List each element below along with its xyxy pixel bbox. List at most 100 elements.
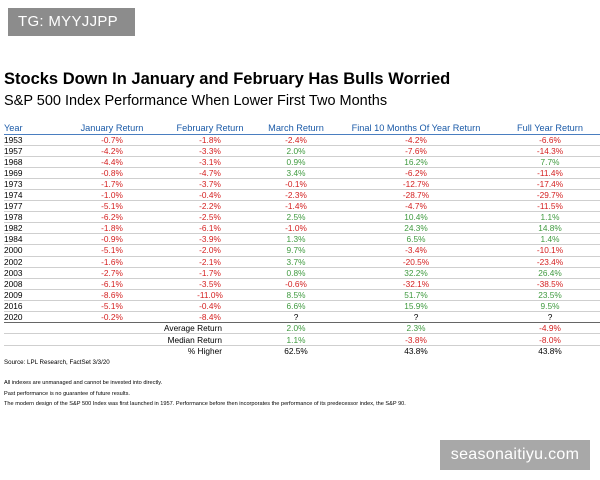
january-cell: -5.1% [101,245,123,256]
year-cell: 2008 [4,278,23,289]
final-10-months-cell: -6.2% [405,168,427,179]
full-year-cell: -14.3% [536,146,564,157]
summary-final-10-months-cell: 2.3% [406,323,426,334]
january-cell: -1.8% [101,223,123,234]
january-cell: -1.6% [101,256,123,267]
march-cell: 3.7% [286,256,306,267]
summary-full-year-cell: -4.9% [539,323,561,334]
table-row: 1974 -1.0% -0.4% -2.3% -28.7% -29.7% [4,190,600,201]
march-cell: 0.9% [286,157,306,168]
year-cell: 1984 [4,234,23,245]
year-cell: 2003 [4,267,23,278]
table-row: 1984 -0.9% -3.9% 1.3% 6.5% 1.4% [4,234,600,245]
table-row: 1978 -6.2% -2.5% 2.5% 10.4% 1.1% [4,212,600,223]
table-row: 1969 -0.8% -4.7% 3.4% -6.2% -11.4% [4,168,600,179]
february-cell: -3.3% [199,146,221,157]
final-10-months-cell: -20.5% [402,256,430,267]
full-year-cell: 14.8% [538,223,562,234]
february-cell: -0.4% [199,300,221,311]
full-year-cell: 26.4% [538,267,562,278]
march-cell: -1.4% [285,201,307,212]
full-year-cell: -17.4% [536,179,564,190]
march-cell: ? [293,311,299,322]
year-cell: 1973 [4,179,23,190]
january-cell: -1.0% [101,190,123,201]
february-cell: -3.5% [199,278,221,289]
march-cell: -1.0% [285,223,307,234]
march-cell: -0.1% [285,179,307,190]
summary-full-year-cell: -8.0% [539,334,561,345]
summary-row: Median Return 1.1% -3.8% -8.0% [4,334,600,346]
year-cell: 1968 [4,157,23,168]
march-cell: 1.3% [286,234,306,245]
disclaimer-line: All indexes are unmanaged and cannot be … [4,380,163,386]
table-header-row: Year January Return February Return Marc… [4,122,600,135]
march-cell: 0.8% [286,267,306,278]
february-cell: -3.1% [199,157,221,168]
february-cell: -4.7% [199,168,221,179]
march-cell: -2.4% [285,135,307,145]
header-full-year-return: Full Year Return [500,122,600,135]
header-final-10-months-return: Final 10 Months Of Year Return [332,122,500,135]
year-cell: 2016 [4,300,23,311]
summary-march-cell: 1.1% [286,334,306,345]
january-cell: -4.2% [101,146,123,157]
january-cell: -0.9% [101,234,123,245]
table-row: 2002 -1.6% -2.1% 3.7% -20.5% -23.4% [4,256,600,268]
table-row: 1977 -5.1% -2.2% -1.4% -4.7% -11.5% [4,201,600,212]
summary-label: Median Return [167,334,222,345]
site-watermark: seasonaitiyu.com [440,440,590,470]
march-cell: 9.7% [286,245,306,256]
january-cell: -1.7% [101,179,123,190]
february-cell: -2.5% [199,212,221,223]
summary-march-cell: 62.5% [284,346,308,357]
chart-title: Stocks Down In January and February Has … [4,70,451,88]
final-10-months-cell: -12.7% [402,179,430,190]
header-march-return: March Return [260,122,332,135]
january-cell: -5.1% [101,300,123,311]
table-row: 1953 -0.7% -1.8% -2.4% -4.2% -6.6% [4,135,600,146]
full-year-cell: 1.1% [540,212,560,223]
january-cell: -2.7% [101,267,123,278]
full-year-cell: -10.1% [536,245,564,256]
summary-full-year-cell: 43.8% [538,346,562,357]
year-cell: 2002 [4,256,23,267]
year-cell: 1953 [4,135,23,145]
january-cell: -4.4% [101,157,123,168]
final-10-months-cell: 16.2% [404,157,428,168]
final-10-months-cell: 6.5% [406,234,426,245]
final-10-months-cell: 24.3% [404,223,428,234]
final-10-months-cell: -4.2% [405,135,427,145]
february-cell: -6.1% [199,223,221,234]
disclaimer-line: The modern design of the S&P 500 Index w… [4,401,406,407]
full-year-cell: 1.4% [540,234,560,245]
final-10-months-cell: 51.7% [404,289,428,300]
header-february-return: February Return [160,122,260,135]
table-row: 1973 -1.7% -3.7% -0.1% -12.7% -17.4% [4,179,600,190]
table-row: 2000 -5.1% -2.0% 9.7% -3.4% -10.1% [4,245,600,257]
summary-row: Average Return 2.0% 2.3% -4.9% [4,322,600,334]
year-cell: 2009 [4,289,23,300]
march-cell: 6.6% [286,300,306,311]
table-row: 2003 -2.7% -1.7% 0.8% 32.2% 26.4% [4,267,600,279]
year-cell: 1977 [4,201,23,212]
table-row: 1957 -4.2% -3.3% 2.0% -7.6% -14.3% [4,146,600,157]
full-year-cell: ? [547,311,553,322]
disclaimer-line: Past performance is no guarantee of futu… [4,391,130,397]
summary-march-cell: 2.0% [286,323,306,334]
year-cell: 1978 [4,212,23,223]
february-cell: -1.7% [199,267,221,278]
final-10-months-cell: -28.7% [402,190,430,201]
february-cell: -11.0% [197,289,223,300]
february-cell: -2.0% [199,245,221,256]
full-year-cell: 7.7% [540,157,560,168]
summary-label: % Higher [187,346,222,357]
full-year-cell: 9.5% [540,300,560,311]
final-10-months-cell: 10.4% [404,212,428,223]
header-january-return: January Return [64,122,160,135]
year-cell: 1957 [4,146,23,157]
year-cell: 2020 [4,311,23,322]
february-cell: -3.7% [199,179,221,190]
final-10-months-cell: 32.2% [404,267,428,278]
performance-table: Year January Return February Return Marc… [4,122,600,356]
